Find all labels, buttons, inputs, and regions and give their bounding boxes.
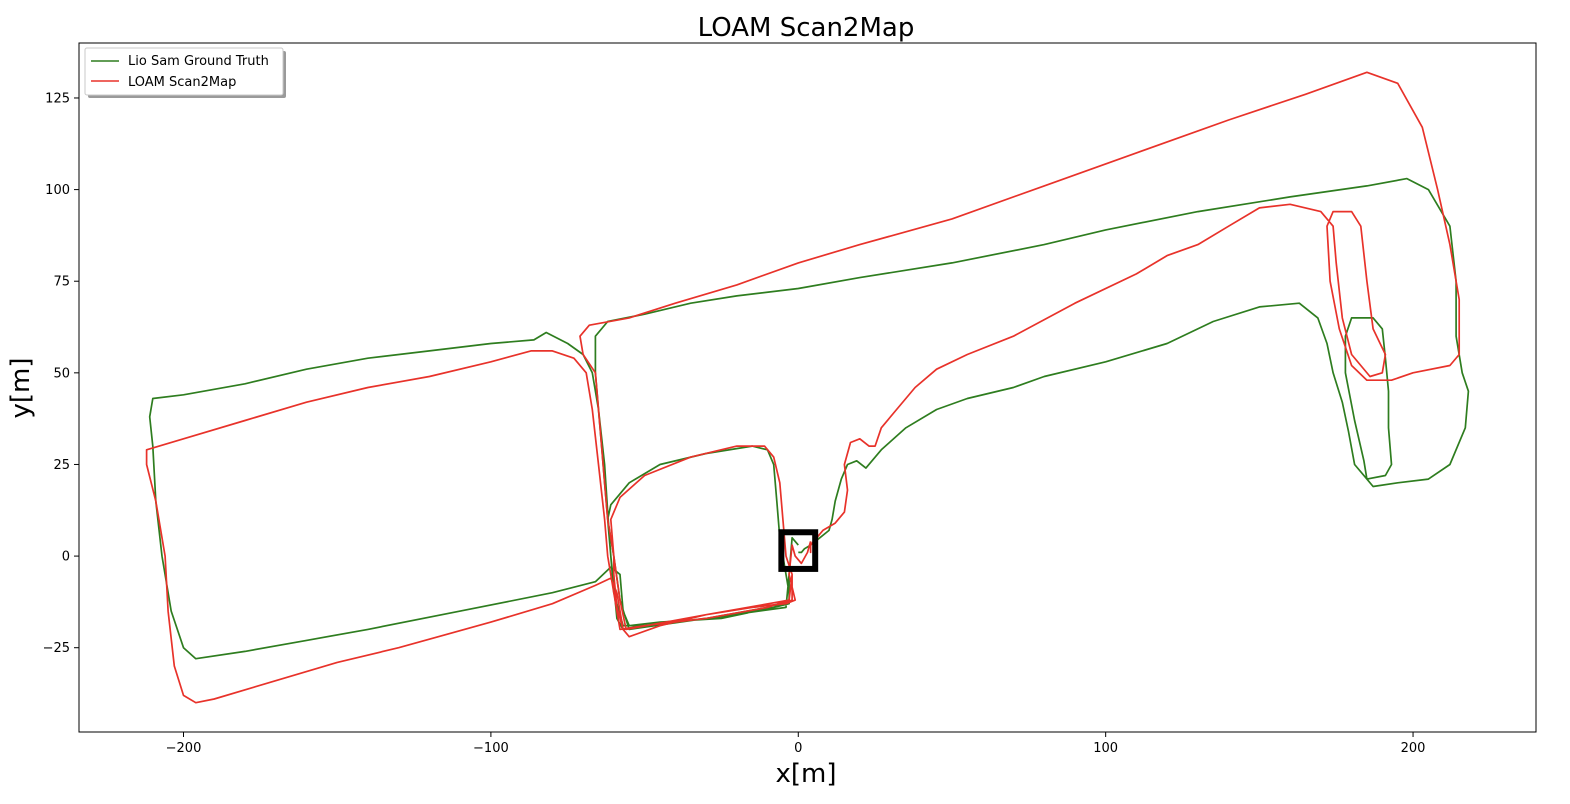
legend-frame bbox=[84, 47, 284, 96]
y-tick-label: 125 bbox=[45, 91, 70, 106]
plot-frame bbox=[78, 42, 1537, 733]
legend-label-ground-truth: Lio Sam Ground Truth bbox=[128, 54, 269, 69]
highlight-box bbox=[778, 529, 819, 572]
plot-area bbox=[79, 43, 1536, 732]
series-layer bbox=[145, 71, 1470, 704]
series-line-loam-scan2map bbox=[145, 71, 1461, 704]
y-tick-label: 25 bbox=[53, 458, 70, 473]
x-tick-label: 100 bbox=[1093, 741, 1118, 756]
x-tick-label: 200 bbox=[1401, 741, 1426, 756]
x-axis: −200 −100 0 100 200 bbox=[166, 732, 1426, 756]
x-tick-label: −200 bbox=[166, 741, 202, 756]
y-tick-label: 0 bbox=[62, 550, 70, 565]
legend: Lio Sam Ground Truth LOAM Scan2Map bbox=[84, 47, 286, 98]
y-tick-label: 50 bbox=[53, 366, 70, 381]
x-tick-label: 0 bbox=[794, 741, 802, 756]
y-axis: −25 0 25 50 75 100 125 bbox=[43, 91, 79, 656]
y-tick-label: 75 bbox=[53, 275, 70, 290]
x-axis-title: x[m] bbox=[775, 759, 836, 789]
legend-label-loam: LOAM Scan2Map bbox=[128, 75, 236, 90]
y-tick-label: 100 bbox=[45, 183, 70, 198]
y-axis-title: y[m] bbox=[6, 357, 36, 418]
x-tick-label: −100 bbox=[473, 741, 509, 756]
chart-title: LOAM Scan2Map bbox=[698, 13, 915, 43]
y-tick-label: −25 bbox=[43, 641, 70, 656]
